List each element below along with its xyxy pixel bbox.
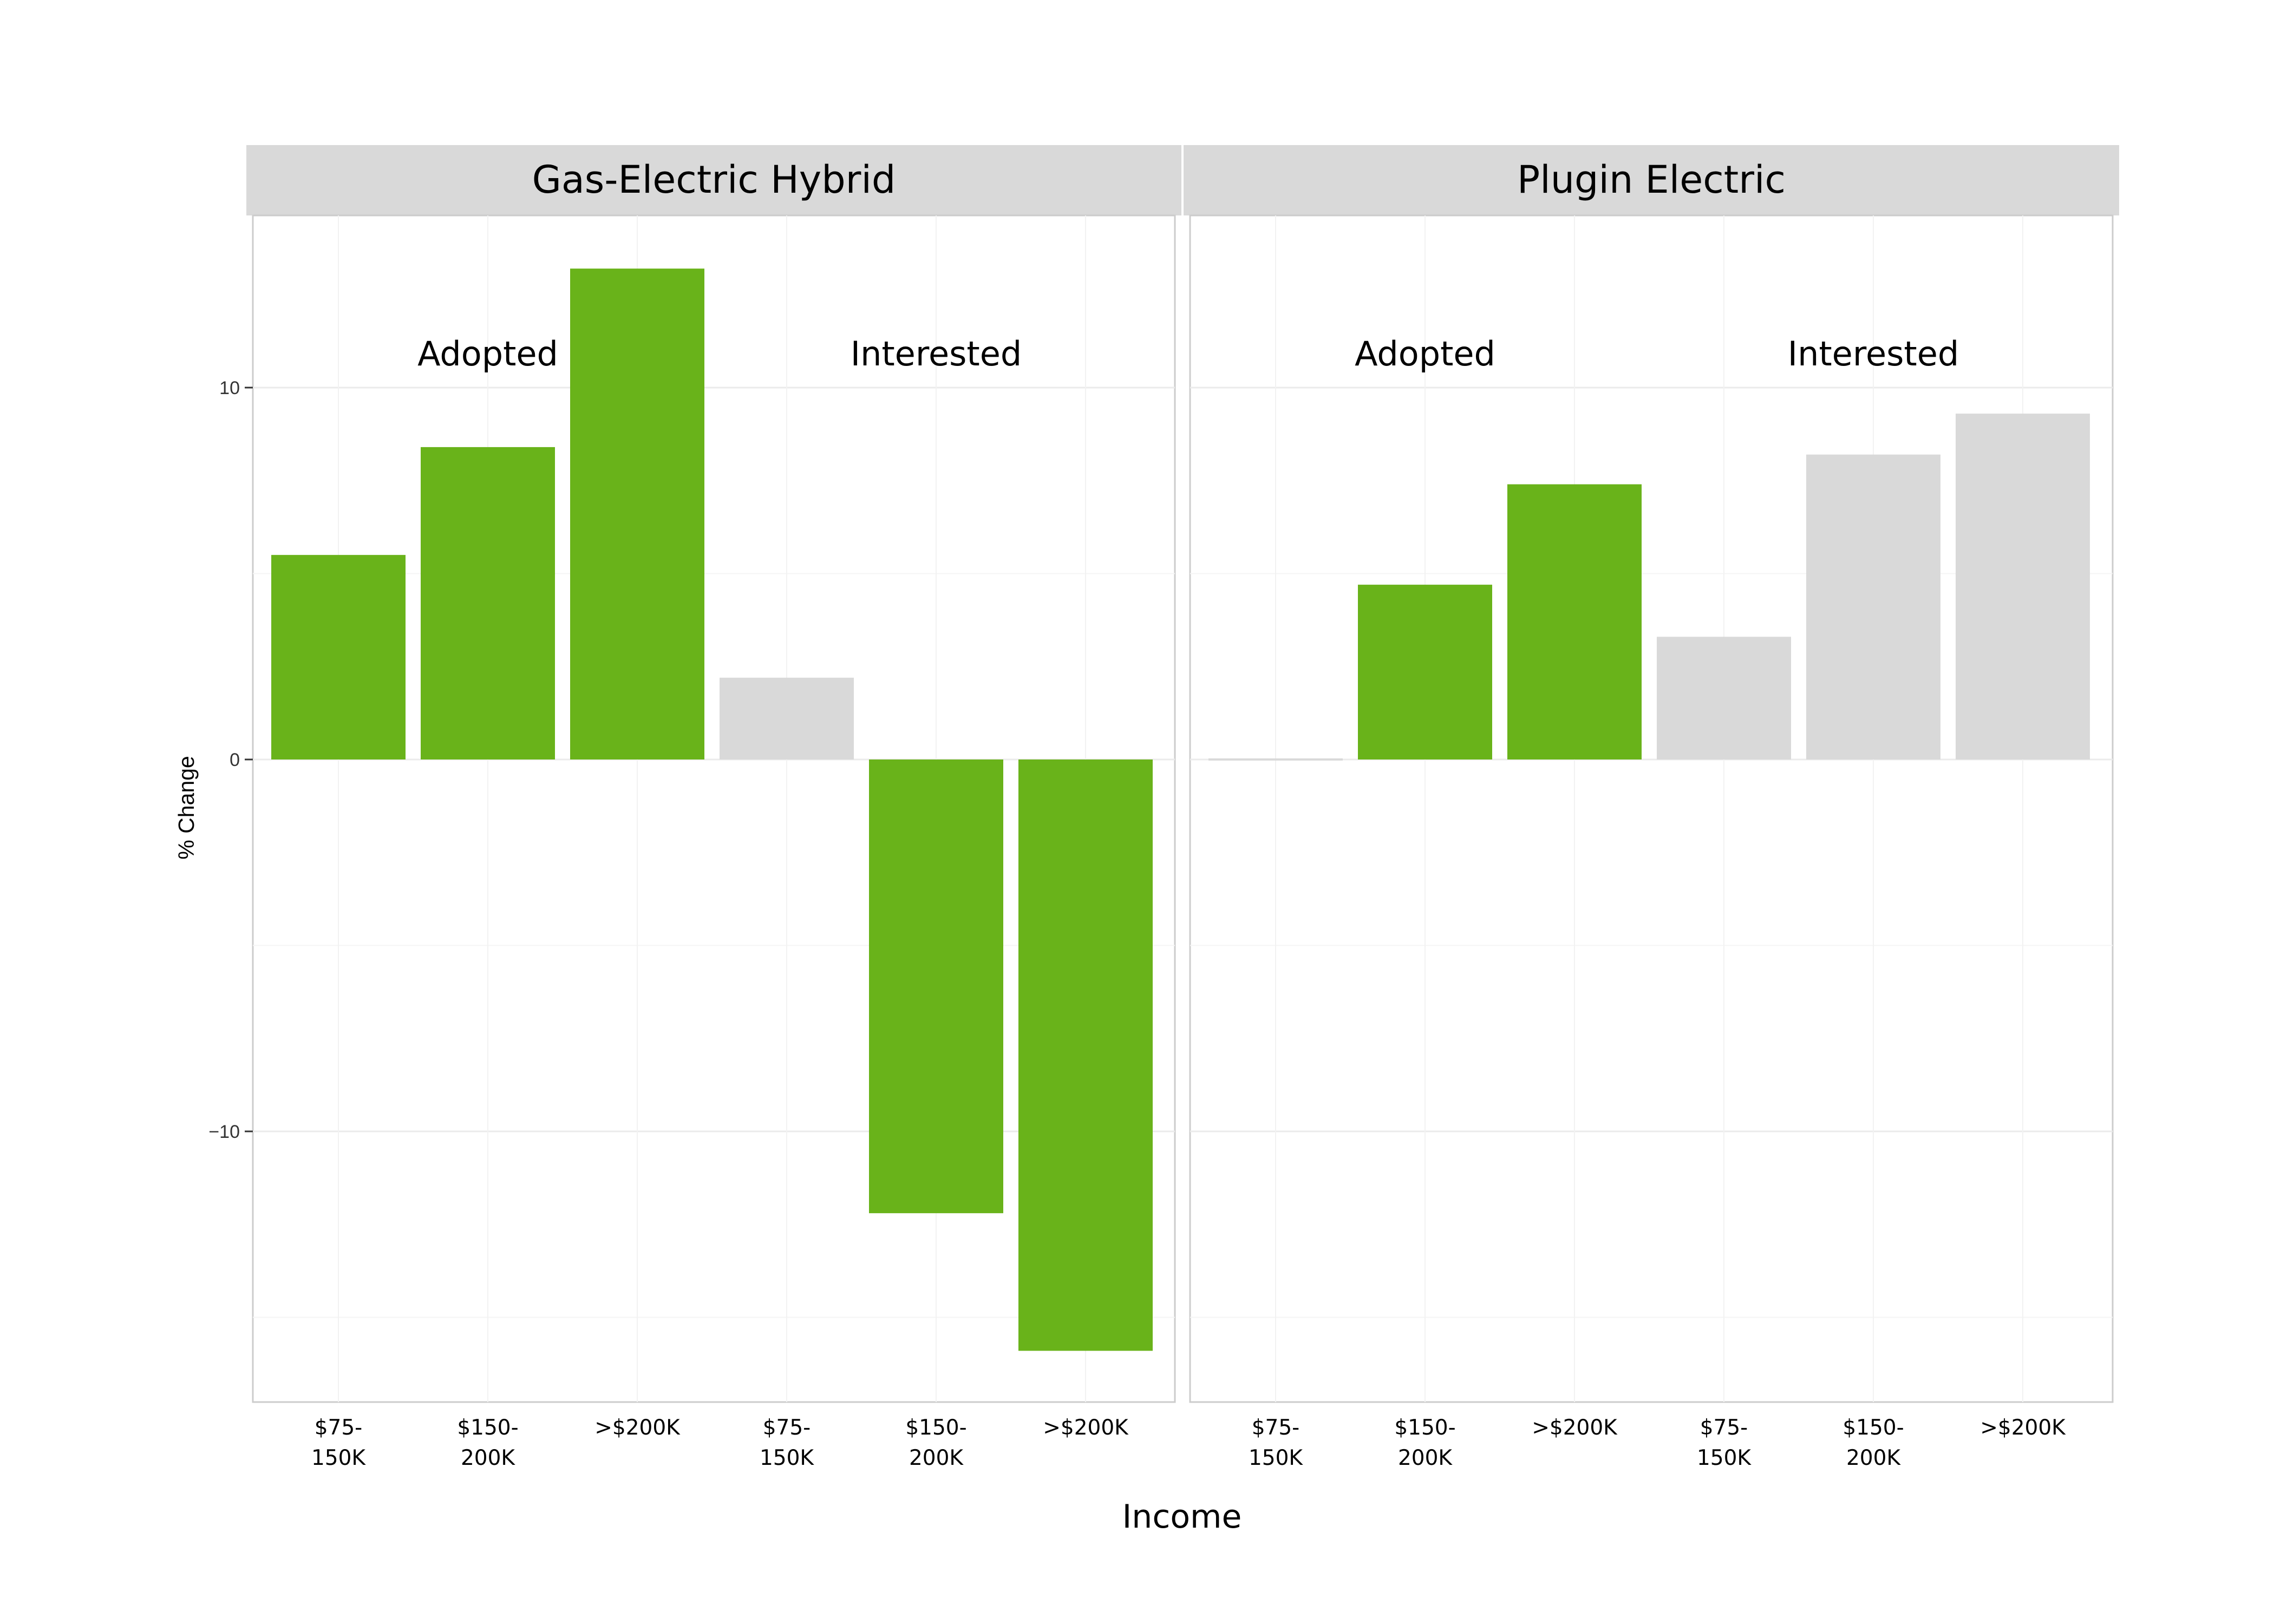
x-tick-label: $75-150K — [1249, 1416, 1303, 1470]
bar — [1507, 484, 1642, 759]
x-tick-label: >$200K — [1532, 1416, 1618, 1440]
group-label: Interested — [1788, 334, 1959, 374]
panels-layer: Gas-Electric Hybrid Adopted Interested $75-… — [246, 145, 2119, 1470]
bar — [421, 447, 555, 759]
x-tick-label: $75-150K — [760, 1416, 814, 1470]
y-tick-label: −10 — [208, 1122, 240, 1142]
x-tick-label: $150-200K — [457, 1416, 518, 1470]
bar — [570, 269, 704, 759]
x-tick-label: >$200K — [1043, 1416, 1129, 1440]
bar — [720, 677, 854, 759]
bar — [1657, 637, 1791, 759]
bar — [271, 555, 406, 759]
bar — [1956, 414, 2090, 759]
x-tick-label: >$200K — [1980, 1416, 2066, 1440]
group-label: Interested — [851, 334, 1022, 374]
bar — [1806, 454, 1940, 759]
y-axis: 10 0 −10 — [208, 378, 253, 1142]
facet-strip — [246, 145, 1181, 215]
x-tick-label: $75-150K — [311, 1416, 366, 1470]
facet-title: Plugin Electric — [1517, 158, 1786, 202]
x-axis-title: Income — [1122, 1498, 1242, 1536]
group-label: Adopted — [417, 334, 558, 374]
y-tick-label: 0 — [230, 750, 240, 770]
bar — [1018, 759, 1153, 1351]
bar — [1208, 758, 1343, 761]
x-tick-label: $150-200K — [905, 1416, 966, 1470]
y-axis-title: % Change — [174, 756, 199, 859]
facet-panel: Plugin Electric Adopted Interested $75-150K… — [1184, 145, 2119, 1470]
x-tick-label: $150-200K — [1842, 1416, 1904, 1470]
x-tick-label: >$200K — [594, 1416, 681, 1440]
bar — [1358, 585, 1492, 759]
bar — [869, 759, 1003, 1214]
y-tick-label: 10 — [219, 378, 240, 398]
facet-title: Gas-Electric Hybrid — [532, 158, 896, 202]
x-tick-label: $75-150K — [1697, 1416, 1752, 1470]
facet-strip — [1184, 145, 2119, 215]
x-tick-label: $150-200K — [1394, 1416, 1455, 1470]
panel-frame — [1189, 214, 2114, 1403]
facet-panel: Gas-Electric Hybrid Adopted Interested $75-… — [246, 145, 1181, 1470]
group-label: Adopted — [1355, 334, 1495, 374]
